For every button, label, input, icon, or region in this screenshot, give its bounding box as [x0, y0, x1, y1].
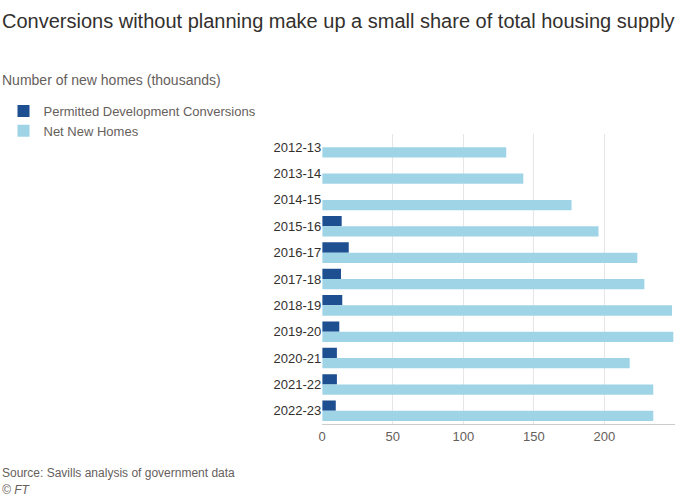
svg-text:2015-16: 2015-16 — [274, 219, 322, 234]
svg-text:100: 100 — [452, 429, 474, 444]
svg-text:0: 0 — [319, 429, 326, 444]
svg-text:2016-17: 2016-17 — [274, 245, 322, 260]
html-text:Source: Savills analysis of go: Source: Savills analysis of government d… — [2, 466, 235, 480]
svg-text:2013-14: 2013-14 — [274, 166, 322, 181]
svg-text:Net New Homes: Net New Homes — [44, 124, 139, 139]
svg-text:2018-19: 2018-19 — [274, 298, 322, 313]
svg-text:200: 200 — [594, 429, 616, 444]
svg-text:50: 50 — [386, 429, 400, 444]
svg-text:2020-21: 2020-21 — [274, 351, 322, 366]
svg-text:2021-22: 2021-22 — [274, 377, 322, 392]
svg-text:2017-18: 2017-18 — [274, 272, 322, 287]
svg-text:2022-23: 2022-23 — [274, 403, 322, 418]
svg-text:Permitted Development Conversi: Permitted Development Conversions — [44, 104, 256, 119]
svg-text:2019-20: 2019-20 — [274, 324, 322, 339]
html-text:© FT: © FT — [2, 483, 29, 497]
html-text:Conversions without planning m: Conversions without planning make up a s… — [2, 10, 675, 32]
svg-text:150: 150 — [523, 429, 545, 444]
html-text:Number of new homes (thousands: Number of new homes (thousands) — [2, 72, 221, 88]
svg-text:2012-13: 2012-13 — [274, 140, 322, 155]
svg-text:2014-15: 2014-15 — [274, 192, 322, 207]
